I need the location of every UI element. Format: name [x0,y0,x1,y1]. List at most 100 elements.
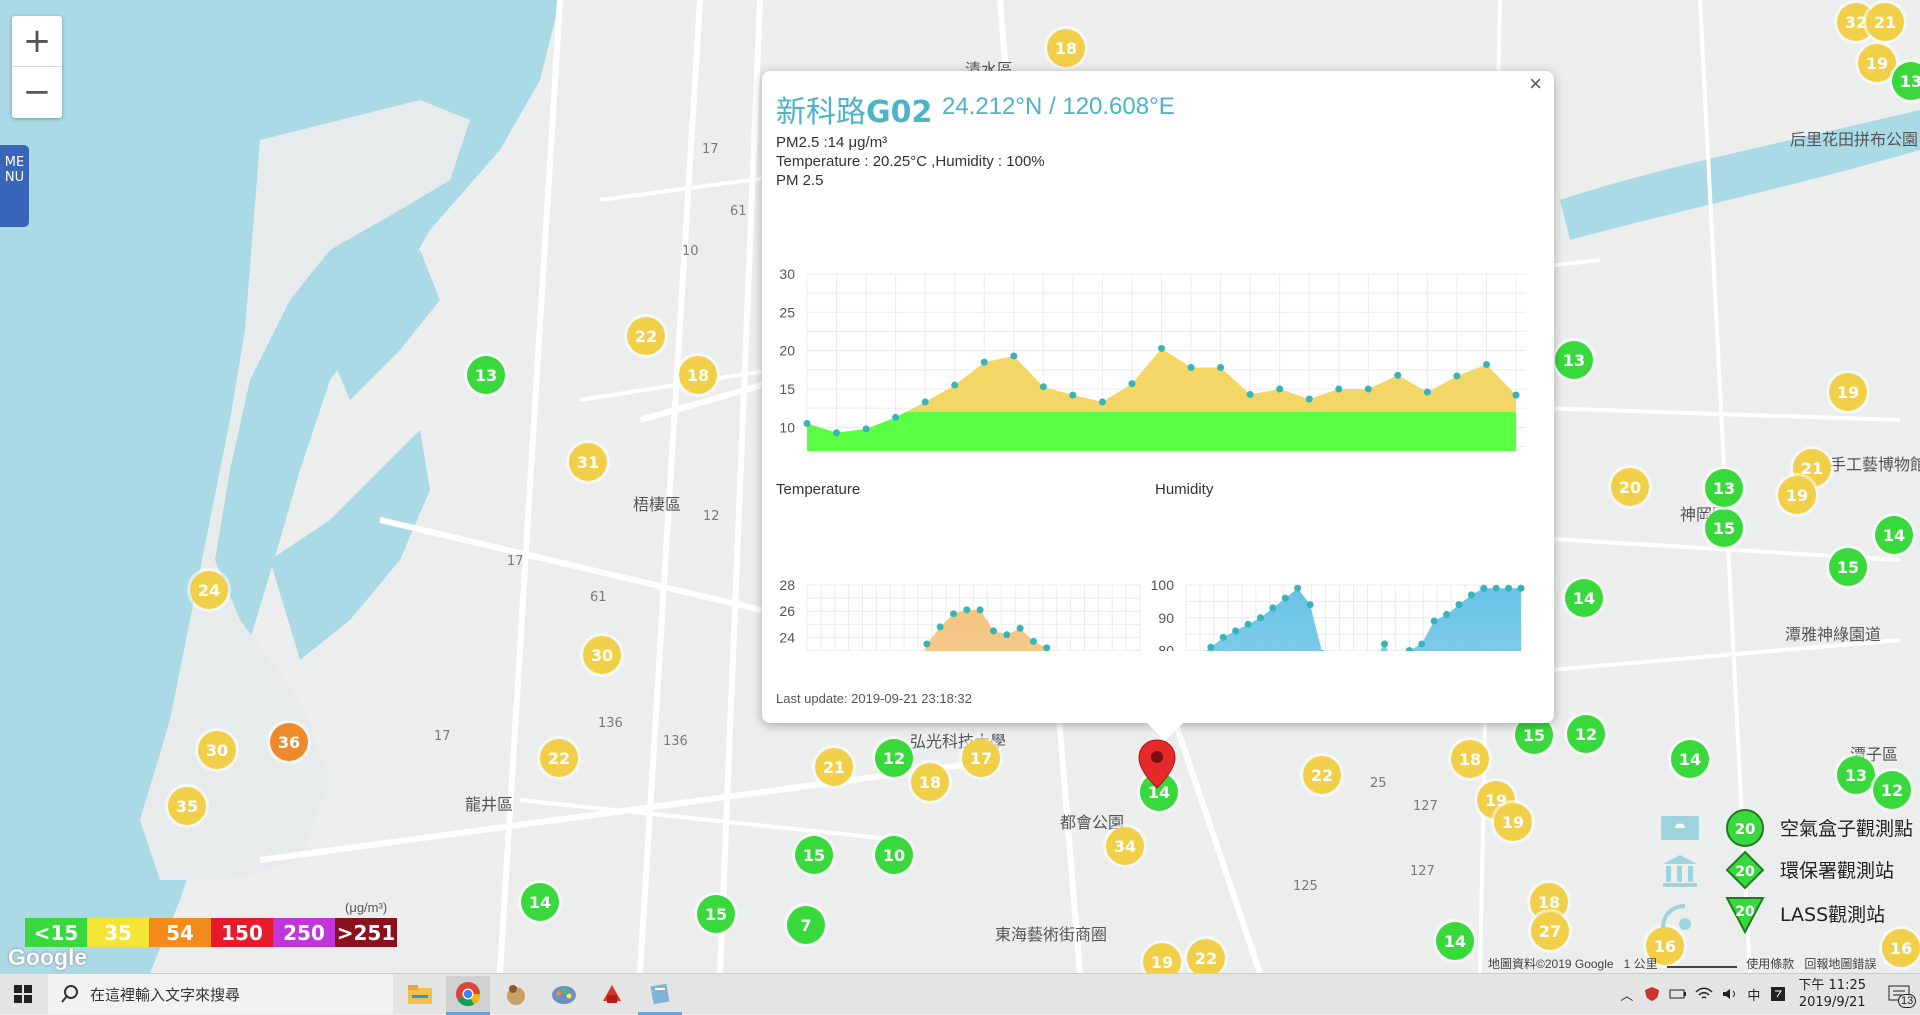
pm25-marker[interactable]: 14 [521,883,559,921]
pm25-marker[interactable]: 30 [198,731,236,769]
wifi-icon[interactable] [1695,987,1713,1001]
pm25-marker[interactable]: 7 [787,906,825,944]
svg-text:龍井區: 龍井區 [465,795,513,814]
pm25-marker[interactable]: 31 [569,443,607,481]
data-point [1455,601,1463,609]
pm25-marker[interactable]: 15 [1705,509,1743,547]
airbox-circle-icon: 20 [1726,809,1764,847]
pm25-marker[interactable]: 34 [1106,827,1144,865]
pm25-marker[interactable]: 22 [540,739,578,777]
battery-icon[interactable] [1669,987,1687,1001]
pm25-marker[interactable]: 14 [1671,740,1709,778]
zoom-out-button[interactable]: − [22,72,52,112]
pm25-marker[interactable]: 19 [1143,943,1181,973]
taskbar-clock[interactable]: 下午 11:25 2019/9/21 [1798,977,1866,1011]
data-point [803,420,811,427]
legend-lass: 20 LASS觀測站 [1655,894,1920,934]
pm25-marker[interactable]: 12 [1567,715,1605,753]
data-point [1232,627,1240,635]
pm25-marker[interactable]: 15 [1829,548,1867,586]
notification-center-icon[interactable]: 13 [1880,974,1920,1014]
pm25-marker[interactable]: 13 [1705,469,1743,507]
pm25-marker[interactable]: 27 [1531,912,1569,950]
data-point [1482,360,1490,368]
svg-text:127: 127 [1413,799,1438,814]
data-point [1207,643,1215,651]
chrome-icon[interactable] [446,976,490,1015]
data-point [1043,644,1051,651]
pm25-marker[interactable]: 14 [1436,922,1474,960]
map-data-credit: 地圖資料©2019 Google [1488,957,1614,971]
pm25-marker[interactable]: 22 [627,317,665,355]
data-point [951,381,959,389]
pm25-marker[interactable]: 14 [1875,516,1913,554]
pm25-marker[interactable]: 35 [168,787,206,825]
pm25-marker[interactable]: 12 [875,739,913,777]
data-point [1217,364,1225,372]
zoom-in-button[interactable]: + [12,16,62,67]
pm25-marker[interactable]: 12 [1873,771,1911,809]
pm25-marker[interactable]: 19 [1778,476,1816,514]
ime-indicator[interactable]: 中 [1747,987,1761,1003]
security-shield-icon[interactable] [1643,986,1661,1002]
pm25-marker[interactable]: 24 [190,571,228,609]
pm25-reading: PM2.5 :14 μg/m³ [776,134,888,151]
data-point [1492,584,1500,592]
app-icon-3[interactable] [590,976,634,1012]
close-popup-button[interactable]: × [1529,71,1542,96]
pm25-marker[interactable]: 36 [270,723,308,761]
selected-station-pin-icon[interactable] [1137,738,1177,790]
pm25-marker[interactable]: 13 [1555,341,1593,379]
pm25-marker[interactable]: 13 [467,356,505,394]
taskbar-search-box[interactable]: 在這裡輸入文字來搜尋 [48,974,393,1014]
pm25-marker[interactable]: 20 [1611,468,1649,506]
pm25-marker[interactable]: 19 [1858,44,1896,82]
pm25-marker[interactable]: 30 [583,636,621,674]
pm25-marker[interactable]: 22 [1187,939,1225,973]
volume-icon[interactable] [1721,987,1739,1001]
app-icon-4[interactable] [638,976,682,1015]
y-tick-label: 90 [1158,610,1174,626]
temp-humidity-reading: Temperature : 20.25°C ,Humidity : 100% [776,153,1045,170]
pm25-color-legend: <15 35 54 150 250 >251 [25,918,397,947]
menu-tab-button[interactable]: MENU [0,145,29,227]
pm25-marker[interactable]: 18 [911,763,949,801]
data-point [1219,633,1227,641]
terms-link[interactable]: 使用條款 [1746,957,1795,971]
pm25-marker[interactable]: 21 [815,748,853,786]
pm25-marker[interactable]: 14 [1565,579,1603,617]
clock-time: 下午 11:25 [1798,978,1866,993]
pm25-marker[interactable]: 21 [1866,3,1904,41]
humidity-chart-title: Humidity [1155,481,1214,498]
pm25-marker[interactable]: 10 [875,836,913,874]
data-point [936,623,944,631]
pm25-marker[interactable]: 19 [1494,803,1532,841]
pm25-marker[interactable]: 13 [1892,62,1920,100]
legend-epa-label: 環保署觀測站 [1780,860,1895,882]
pm25-marker[interactable]: 16 [1882,929,1920,967]
input-mode-icon[interactable] [1770,986,1786,1002]
app-icon-2[interactable] [542,976,586,1012]
svg-text:20: 20 [1735,864,1755,880]
pm25-marker[interactable]: 14 [1140,773,1178,811]
pm25-marker[interactable]: 18 [679,356,717,394]
pm25-marker[interactable]: 19 [1829,373,1867,411]
pm25-marker[interactable]: 17 [962,739,1000,777]
data-point [892,413,900,421]
tray-chevron-icon[interactable]: ︿ [1620,987,1634,1003]
lass-triangle-icon: 20 [1725,897,1765,934]
pm25-marker[interactable]: 18 [1451,740,1489,778]
windows-start-icon[interactable] [0,974,46,1014]
app-icon-1[interactable] [494,976,538,1012]
pm25-marker[interactable]: 18 [1047,29,1085,67]
pm25-marker[interactable]: 15 [795,836,833,874]
pm25-marker[interactable]: 13 [1837,756,1875,794]
pm25-marker[interactable]: 15 [697,895,735,933]
data-point [1512,391,1520,399]
pm25-marker[interactable]: 16 [1646,927,1684,965]
data-point [1256,614,1264,622]
y-tick-label: 28 [779,577,795,593]
file-explorer-icon[interactable] [398,976,442,1012]
report-error-link[interactable]: 回報地圖錯誤 [1804,957,1877,971]
pm25-marker[interactable]: 22 [1303,756,1341,794]
